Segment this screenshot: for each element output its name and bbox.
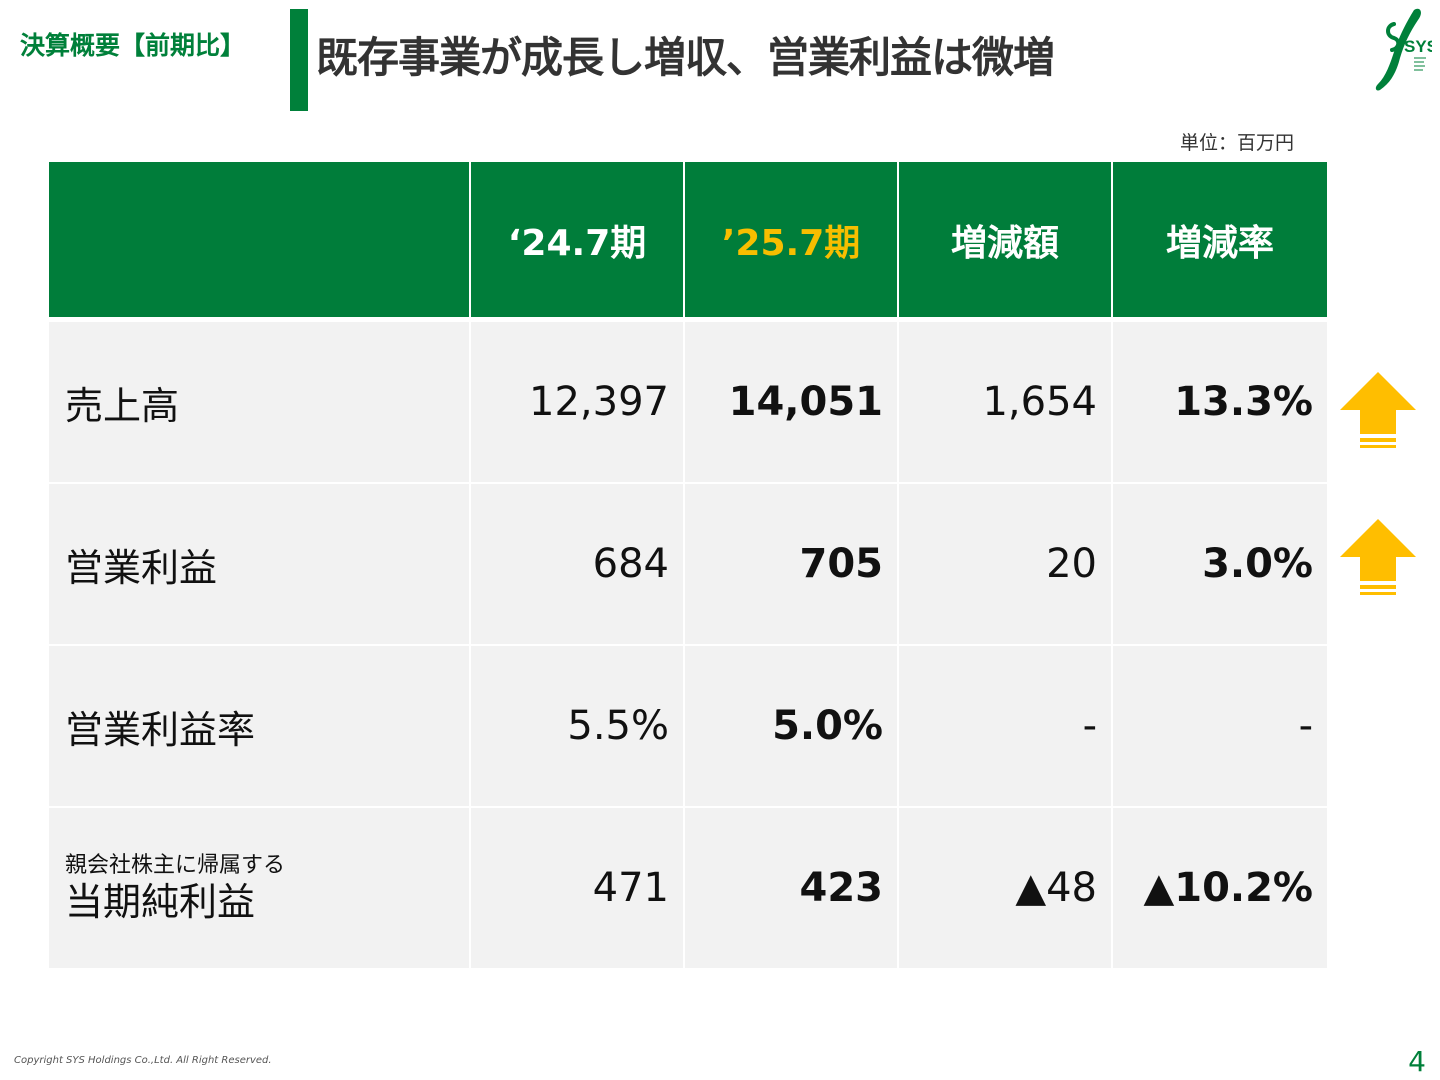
header-cell-prev-period: ‘24.7期 — [469, 162, 683, 322]
header-cell-empty — [49, 162, 469, 322]
header-cell-rate: 増減率 — [1111, 162, 1327, 322]
cell-current: 14,051 — [683, 322, 897, 484]
cell-prev: 5.5% — [469, 646, 683, 808]
row-label: 営業利益 — [49, 484, 469, 646]
table-row: 親会社株主に帰属する 当期純利益 471 423 ▲48 ▲10.2% — [49, 808, 1327, 970]
row-sublabel: 親会社株主に帰属する — [65, 853, 286, 878]
row-label-multiline: 親会社株主に帰属する 当期純利益 — [49, 808, 469, 970]
section-label: 決算概要【前期比】 — [20, 31, 246, 60]
cell-diff: ▲48 — [897, 808, 1111, 970]
cell-current: 5.0% — [683, 646, 897, 808]
title-accent-bar — [290, 9, 308, 111]
cell-diff: 20 — [897, 484, 1111, 646]
header-cell-diff: 増減額 — [897, 162, 1111, 322]
cell-prev: 471 — [469, 808, 683, 970]
cell-rate: 3.0% — [1111, 484, 1327, 646]
cell-current: 423 — [683, 808, 897, 970]
cell-diff: 1,654 — [897, 322, 1111, 484]
cell-current: 705 — [683, 484, 897, 646]
table-row: 営業利益 684 705 20 3.0% — [49, 484, 1327, 646]
table-header-row: ‘24.7期 ’25.7期 増減額 増減率 — [49, 162, 1327, 322]
page-title: 既存事業が成長し増収、営業利益は微増 — [316, 33, 1055, 82]
financial-summary-table: ‘24.7期 ’25.7期 増減額 増減率 売上高 12,397 14,051 … — [49, 162, 1327, 970]
row-label: 売上高 — [49, 322, 469, 484]
cell-rate: 13.3% — [1111, 322, 1327, 484]
cell-prev: 12,397 — [469, 322, 683, 484]
sys-logo-icon: SYS — [1375, 8, 1432, 91]
cell-rate: - — [1111, 646, 1327, 808]
up-arrow-icon — [1340, 372, 1416, 448]
cell-rate: ▲10.2% — [1111, 808, 1327, 970]
row-label: 当期純利益 — [65, 880, 256, 924]
up-arrow-icon — [1340, 519, 1416, 595]
cell-diff: - — [897, 646, 1111, 808]
table-row: 営業利益率 5.5% 5.0% - - — [49, 646, 1327, 808]
row-label: 営業利益率 — [49, 646, 469, 808]
cell-prev: 684 — [469, 484, 683, 646]
page-number: 4 — [1408, 1045, 1426, 1078]
logo-text: SYS — [1404, 37, 1432, 56]
unit-label: 単位：百万円 — [1179, 132, 1294, 154]
copyright-text: Copyright SYS Holdings Co.,Ltd. All Righ… — [14, 1055, 272, 1066]
header-cell-current-period: ’25.7期 — [683, 162, 897, 322]
table-row: 売上高 12,397 14,051 1,654 13.3% — [49, 322, 1327, 484]
